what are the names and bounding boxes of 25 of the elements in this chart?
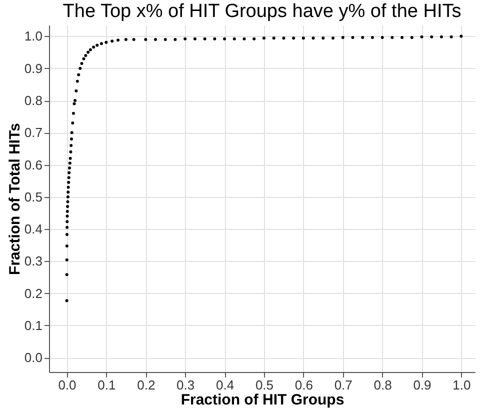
y-tick-label: 0.8 [24, 93, 42, 108]
x-tick-label: 0.9 [413, 378, 432, 392]
y-axis-title: Fraction of Total HITs [6, 123, 24, 275]
x-tick-label: 0.2 [137, 378, 156, 392]
y-tick-label: 0.5 [24, 189, 42, 204]
x-tick-label: 0.1 [98, 378, 116, 392]
y-tick-label: 0.3 [24, 254, 42, 269]
y-tick-label: 0.7 [24, 125, 42, 140]
y-tick-label: 1.0 [24, 28, 42, 44]
y-tick-label: 0.1 [24, 318, 42, 333]
x-tick-label: 0.5 [255, 378, 274, 392]
x-tick-label: 1.0 [452, 378, 471, 392]
x-tick-label: 0.8 [374, 378, 392, 392]
y-tick-label: 0.4 [24, 222, 42, 237]
y-tick-label: 0.6 [24, 157, 42, 172]
x-tick-label: 0.7 [334, 378, 352, 392]
x-tick-label: 0.0 [58, 378, 76, 392]
y-tick-label: 0.0 [24, 350, 42, 366]
x-tick-label: 0.3 [176, 378, 195, 392]
chart-title: The Top x% of HIT Groups have y% of the HITs [62, 1, 462, 22]
y-tick-label: 0.9 [24, 60, 42, 76]
x-axis-title: Fraction of HIT Groups [180, 392, 344, 408]
x-tick-label: 0.4 [216, 378, 234, 392]
y-tick-label: 0.2 [24, 286, 42, 301]
x-tick-label: 0.6 [294, 378, 313, 392]
